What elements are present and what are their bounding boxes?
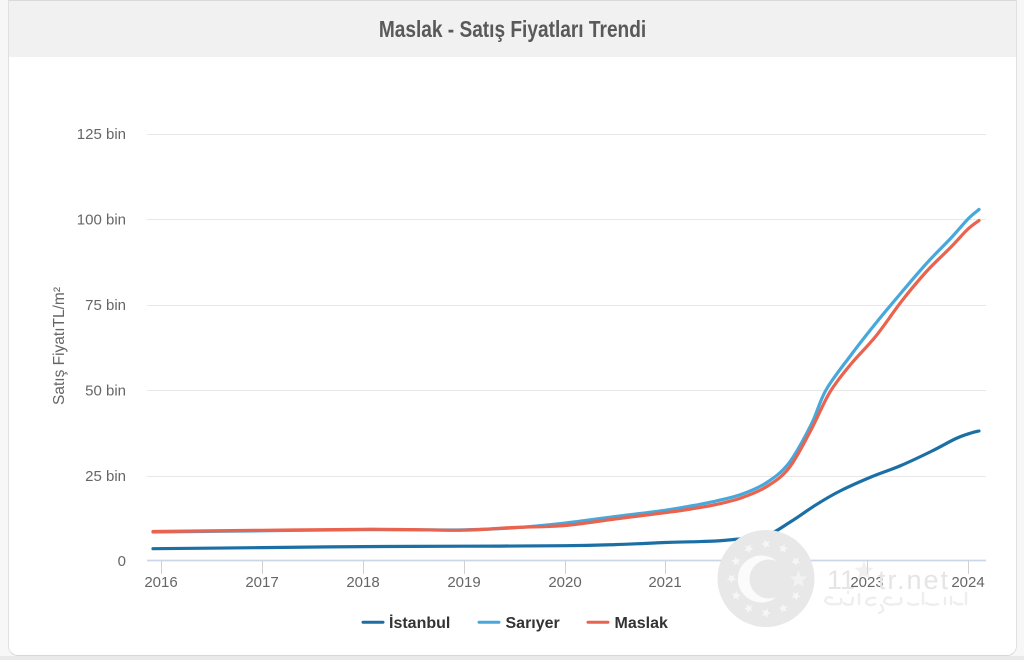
svg-text:2019: 2019 <box>447 574 480 591</box>
svg-text:İstanbul: İstanbul <box>389 614 450 632</box>
svg-text:2024: 2024 <box>951 574 984 591</box>
svg-text:Maslak: Maslak <box>615 615 668 632</box>
svg-text:75 bin: 75 bin <box>85 297 126 314</box>
svg-text:2017: 2017 <box>245 574 278 591</box>
svg-text:2016: 2016 <box>144 574 177 591</box>
svg-text:0: 0 <box>118 553 126 570</box>
svg-text:2023: 2023 <box>850 574 883 591</box>
svg-text:Sarıyer: Sarıyer <box>506 615 560 632</box>
svg-text:2021: 2021 <box>648 574 681 591</box>
svg-text:tr.net: tr.net <box>878 565 950 595</box>
svg-text:2020: 2020 <box>548 574 581 591</box>
svg-text:125 bin: 125 bin <box>77 126 126 143</box>
svg-text:Satış FiyatıTL/m²: Satış FiyatıTL/m² <box>51 287 68 405</box>
svg-text:100 bin: 100 bin <box>77 212 126 229</box>
svg-text:11: 11 <box>827 565 855 595</box>
svg-text:2018: 2018 <box>346 574 379 591</box>
svg-text:50 bin: 50 bin <box>85 382 126 399</box>
svg-text:25 bin: 25 bin <box>85 468 126 485</box>
